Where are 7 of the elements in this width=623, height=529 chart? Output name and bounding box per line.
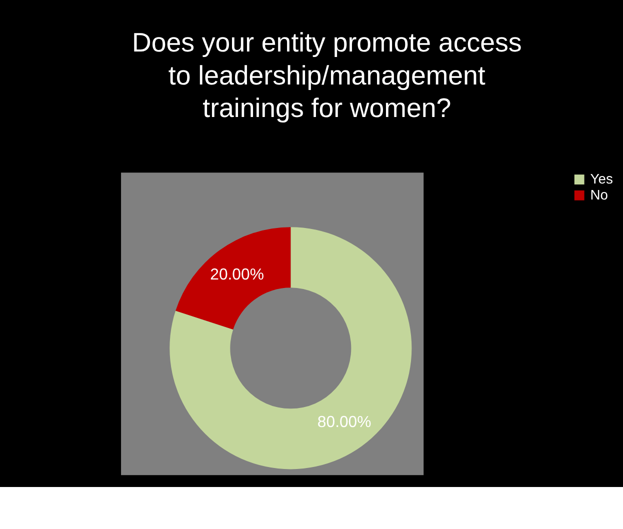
donut-slice [176, 227, 291, 330]
chart-title: Does your entity promote access to leadership/management trainings for women? [132, 28, 522, 124]
legend-label: Yes [590, 170, 613, 186]
donut-slice [170, 227, 412, 470]
data-label: 80.00% [317, 414, 372, 431]
data-label: 20.00% [210, 266, 264, 284]
legend-label: No [590, 186, 608, 202]
